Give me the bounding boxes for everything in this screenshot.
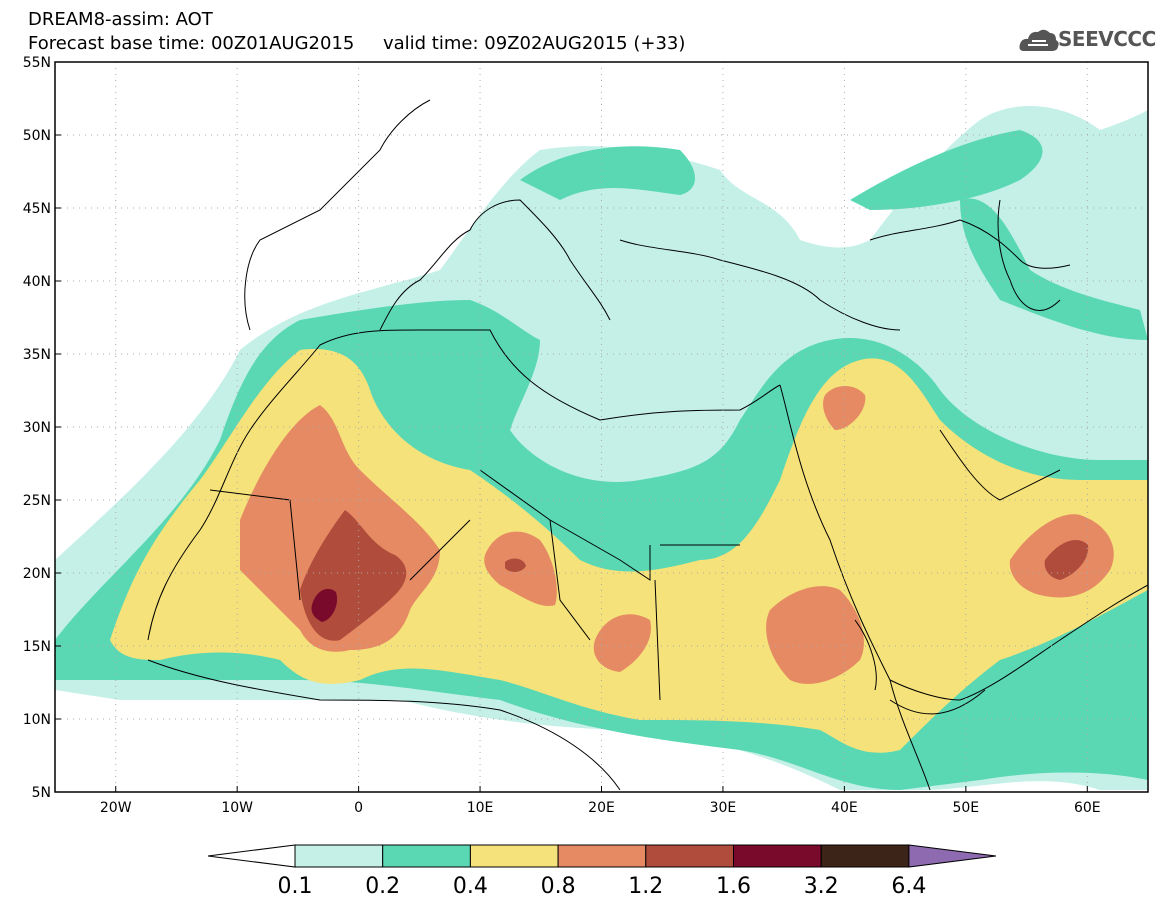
lon-tick-label: 20W: [100, 800, 132, 816]
valid-time-label: valid time: 09Z02AUG2015 (+33): [382, 33, 686, 54]
colorbar-box: [557, 844, 647, 868]
colorbar-box: [294, 844, 384, 868]
colorbar-box: [733, 844, 822, 868]
latitude-ticks: 55N 50N 45N 40N 35N 30N 25N 20N 15N 10N 5N: [23, 55, 61, 801]
contour-1.6-sahara: [311, 588, 338, 622]
colorbar-threshold-label: 0.2: [365, 874, 400, 899]
lon-tick-label: 30E: [710, 800, 737, 816]
lat-tick-label: 5N: [32, 785, 51, 801]
lat-tick-label: 30N: [23, 420, 51, 436]
colorbar-threshold-label: 6.4: [891, 874, 926, 899]
lon-tick-label: 40E: [831, 800, 858, 816]
colorbar-threshold-label: 0.1: [278, 874, 313, 899]
lat-tick-label: 55N: [23, 55, 51, 71]
contour-0.8-chad: [593, 614, 651, 672]
colorbar-boxes: [207, 844, 996, 868]
colorbar-box: [469, 844, 559, 868]
forecast-label: Forecast base time: 00Z01AUG2015: [28, 33, 355, 54]
lon-tick-label: 50E: [952, 800, 979, 816]
contour-0.2-arabia-north: [960, 198, 1148, 340]
lat-tick-label: 25N: [23, 493, 51, 509]
colorbar-max-arrow: [908, 844, 996, 868]
lon-tick-label: 20E: [588, 800, 615, 816]
colorbar-box: [645, 844, 734, 868]
contour-0.8-sudan: [766, 586, 864, 684]
lon-tick-label: 0: [354, 800, 363, 816]
aot-contours: [55, 106, 1148, 791]
contour-1.2-libya: [505, 558, 526, 572]
colorbar-threshold-label: 0.4: [453, 874, 488, 899]
colorbar-box: [382, 844, 471, 868]
lat-tick-label: 35N: [23, 347, 51, 363]
colorbar-threshold-label: 1.6: [716, 874, 751, 899]
map-title: DREAM8-assim: AOT: [28, 9, 213, 30]
lat-tick-label: 20N: [23, 566, 51, 582]
colorbar-threshold-label: 0.8: [541, 874, 576, 899]
cloud-logo-icon: [1019, 29, 1059, 51]
lat-tick-label: 10N: [23, 712, 51, 728]
forecast-base-time: Forecast base time: 00Z01AUG2015 valid t…: [28, 34, 685, 54]
lon-tick-label: 10E: [467, 800, 494, 816]
lat-tick-label: 45N: [23, 201, 51, 217]
lon-tick-label: 60E: [1074, 800, 1101, 816]
contour-1.2-arabia: [1044, 540, 1089, 580]
longitude-ticks: 20W 10W 0 10E 20E 30E 40E 50E 60E: [100, 786, 1101, 816]
colorbar-threshold-label: 3.2: [804, 874, 839, 899]
contour-0.8-iraq: [823, 386, 866, 430]
lat-tick-label: 50N: [23, 128, 51, 144]
lat-tick-label: 40N: [23, 274, 51, 290]
contour-0.2-caspian: [850, 130, 1043, 210]
lon-tick-label: 10W: [221, 800, 253, 816]
contour-0.4: [110, 349, 1148, 753]
colorbar-labels: 0.1 0.2 0.4 0.8 1.2 1.6 3.2 6.4: [278, 874, 927, 899]
logo-text: SEEVCCC: [1058, 27, 1156, 51]
colorbar-min-arrow: [207, 844, 296, 868]
colorbar-box: [820, 844, 910, 868]
colorbar-threshold-label: 1.2: [628, 874, 663, 899]
contour-0.2-north: [520, 146, 695, 200]
lat-tick-label: 15N: [23, 639, 51, 655]
